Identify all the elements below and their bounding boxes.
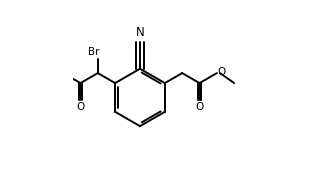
Text: O: O: [196, 102, 204, 112]
Text: Br: Br: [88, 48, 99, 57]
Text: N: N: [136, 26, 144, 39]
Text: O: O: [76, 102, 84, 112]
Text: O: O: [218, 67, 226, 77]
